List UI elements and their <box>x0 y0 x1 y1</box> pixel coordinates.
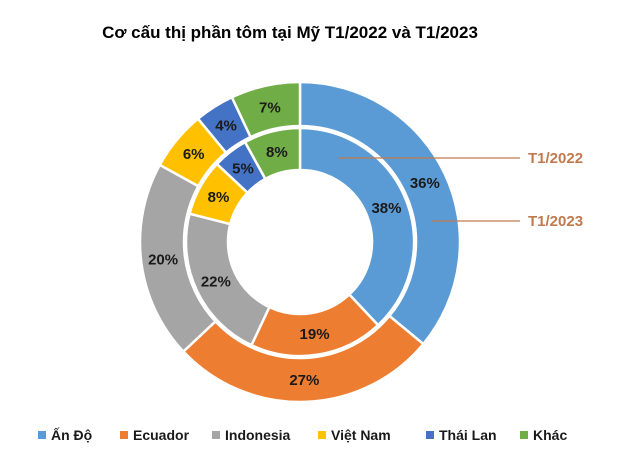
legend-label-5: Khác <box>533 427 567 443</box>
legend: Ấn Độ Ecuador Indonesia Việt Nam Thái Lan Khá… <box>38 427 567 443</box>
legend-label-0: Ấn Độ <box>51 427 92 443</box>
data-label-outer-0: 36% <box>410 175 440 192</box>
legend-label-3: Việt Nam <box>331 427 391 443</box>
callout-label-outer: T1/2023 <box>528 213 583 230</box>
data-label-inner-4: 5% <box>232 161 254 178</box>
data-label-outer-5: 7% <box>259 99 281 116</box>
legend-swatch-2 <box>212 431 220 439</box>
legend-item-1: Ecuador <box>120 427 190 443</box>
legend-swatch-1 <box>120 431 128 439</box>
legend-swatch-4 <box>426 431 434 439</box>
legend-item-2: Indonesia <box>212 427 291 443</box>
slice-outer-0 <box>298 80 462 346</box>
data-label-inner-5: 8% <box>266 144 288 161</box>
legend-swatch-0 <box>38 431 46 439</box>
data-label-outer-3: 6% <box>183 146 205 163</box>
data-label-inner-0: 38% <box>371 200 401 217</box>
slice-inner-0 <box>298 126 416 327</box>
legend-swatch-5 <box>520 431 528 439</box>
data-label-outer-2: 20% <box>148 251 178 268</box>
data-label-outer-1: 27% <box>289 372 319 389</box>
donut-rings <box>138 80 462 404</box>
legend-item-4: Thái Lan <box>426 427 497 443</box>
data-label-inner-3: 8% <box>208 189 230 206</box>
series-callouts: T1/2022 T1/2023 <box>338 150 583 230</box>
legend-swatch-3 <box>318 431 326 439</box>
legend-item-5: Khác <box>520 427 567 443</box>
data-label-inner-2: 22% <box>201 274 231 291</box>
callout-label-inner: T1/2022 <box>528 150 583 167</box>
slice-outer-5 <box>230 80 302 139</box>
data-label-inner-1: 19% <box>300 326 330 343</box>
slice-inner-5 <box>243 126 302 181</box>
chart-title: Cơ cấu thị phần tôm tại Mỹ T1/2022 và T1… <box>102 23 478 42</box>
legend-label-1: Ecuador <box>133 427 190 443</box>
legend-label-4: Thái Lan <box>439 427 497 443</box>
legend-label-2: Indonesia <box>225 427 291 443</box>
legend-item-3: Việt Nam <box>318 427 391 443</box>
legend-item-0: Ấn Độ <box>38 427 92 443</box>
data-label-outer-4: 4% <box>215 117 237 134</box>
slice-labels: 38%19%22%8%5%8%36%27%20%6%4%7% <box>148 99 440 389</box>
